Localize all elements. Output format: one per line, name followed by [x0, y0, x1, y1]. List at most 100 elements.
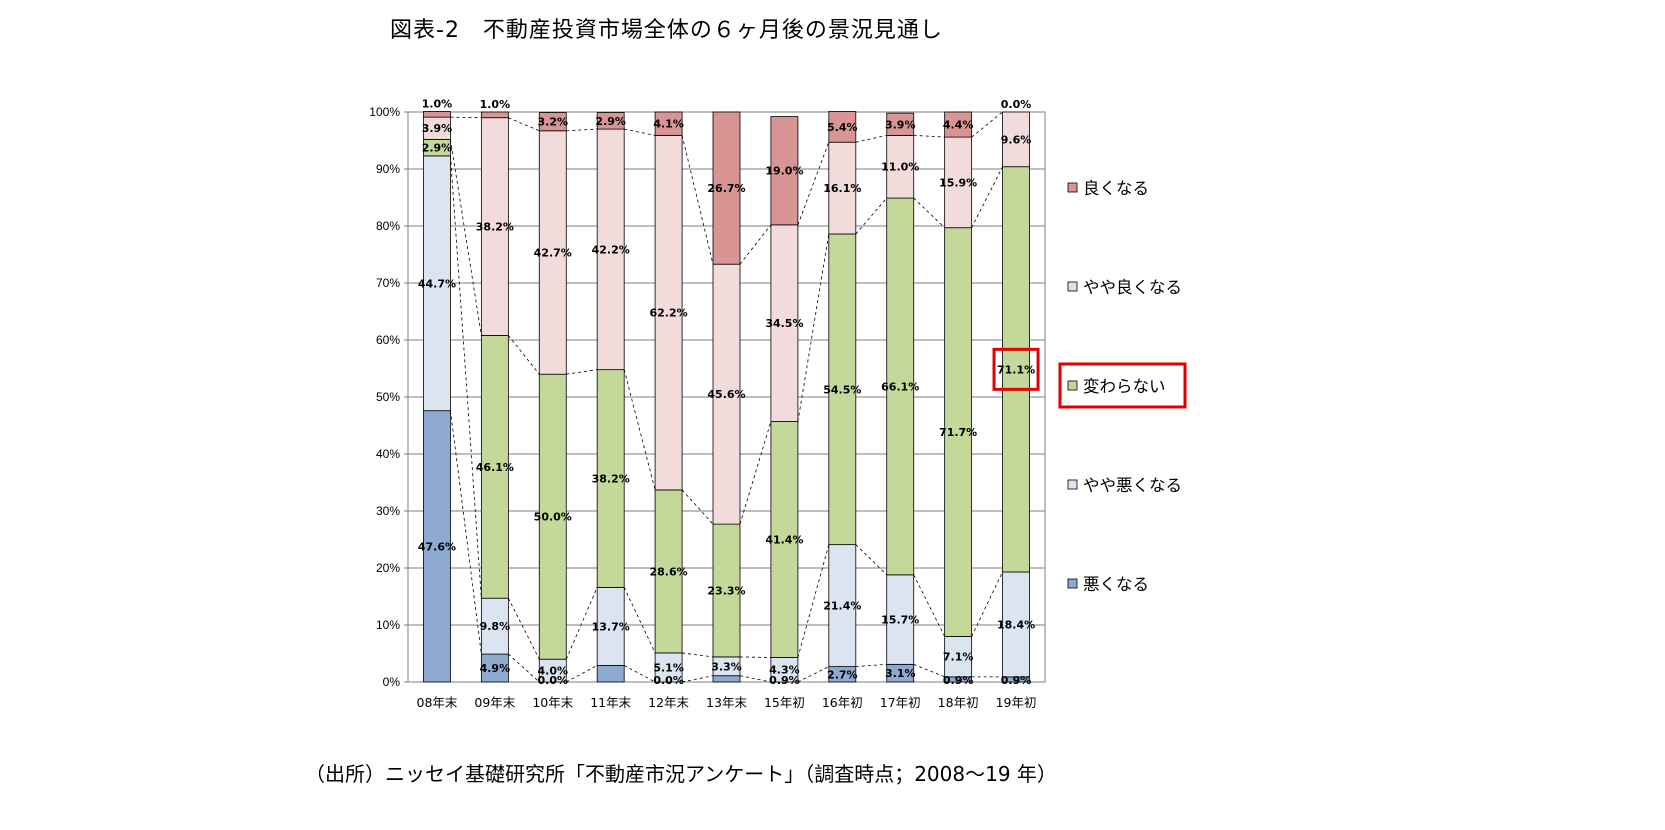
data-label: 4.1% — [653, 118, 684, 131]
series-connector-line — [450, 116, 482, 119]
data-label: 26.7% — [707, 182, 745, 195]
data-label: 71.1% — [997, 363, 1035, 376]
data-label: 7.1% — [943, 651, 974, 664]
chart-title: 図表-2 不動産投資市場全体の６ヶ月後の景況見通し — [390, 18, 943, 43]
bar-segment — [886, 574, 915, 665]
series-connector-line — [855, 134, 887, 143]
data-label: 11.0% — [881, 161, 919, 174]
data-label: 4.3% — [769, 664, 800, 677]
data-label: 1.0% — [422, 97, 453, 110]
bar-segment — [886, 134, 915, 199]
data-label: 0.9% — [769, 674, 800, 687]
data-label: 19.0% — [765, 165, 803, 178]
bar-segment — [770, 421, 799, 658]
bar-segment — [828, 111, 857, 143]
category-label: 08年末 — [417, 695, 458, 710]
data-label: 2.7% — [827, 668, 858, 681]
series-connector-line — [565, 587, 598, 660]
data-label: 1.0% — [480, 98, 511, 111]
legend-label: やや悪くなる — [1083, 476, 1182, 495]
bar-segment — [423, 155, 451, 412]
y-tick-label: 10% — [376, 618, 400, 632]
bar-segment — [654, 111, 683, 136]
bar-segment — [770, 657, 799, 683]
bar-segment — [712, 111, 741, 265]
category-label: 09年末 — [474, 695, 515, 710]
data-label: 71.7% — [939, 426, 977, 439]
highlight-box — [992, 347, 1040, 391]
data-label: 3.9% — [422, 122, 453, 135]
data-label: 9.6% — [1001, 133, 1032, 146]
bar-segment — [423, 111, 451, 118]
data-label: 3.3% — [711, 660, 742, 673]
bar-segment — [828, 141, 857, 235]
legend-swatch — [1067, 380, 1078, 391]
category-label: 19年初 — [996, 695, 1037, 710]
bar-segment — [828, 544, 857, 668]
series-connector-line — [450, 155, 482, 599]
series-connector-line — [681, 135, 714, 265]
bar-segment — [596, 665, 625, 683]
series-connector-line — [566, 128, 598, 132]
category-label: 12年末 — [648, 695, 689, 710]
data-label: 44.7% — [418, 277, 456, 290]
legend-label: 変わらない — [1083, 377, 1166, 396]
data-label: 3.9% — [885, 118, 916, 131]
data-label: 5.4% — [827, 121, 858, 134]
y-tick-label: 100% — [369, 105, 400, 119]
series-connector-line — [739, 224, 772, 265]
series-connector-line — [971, 111, 1003, 138]
y-tick-label: 70% — [376, 276, 400, 290]
bar-segment — [538, 112, 567, 132]
bar-segment — [596, 586, 625, 666]
data-label: 16.1% — [823, 182, 861, 195]
data-label: 38.2% — [476, 221, 514, 234]
data-label: 18.4% — [997, 618, 1035, 631]
series-connector-line — [508, 335, 540, 375]
series-connector-line — [913, 197, 945, 228]
data-label: 13.7% — [592, 620, 630, 633]
data-label: 23.3% — [707, 585, 745, 598]
category-label: 15年初 — [764, 695, 805, 710]
legend-label: やや良くなる — [1083, 278, 1182, 297]
series-connector-line — [739, 656, 771, 658]
data-label: 21.4% — [823, 600, 861, 613]
y-tick-label: 60% — [376, 333, 400, 347]
bar-segment — [480, 111, 509, 119]
data-label: 45.6% — [707, 388, 745, 401]
bar-segment — [480, 117, 509, 336]
category-label: 18年初 — [938, 695, 979, 710]
bar-segment — [596, 112, 625, 130]
bar-segment — [538, 130, 567, 375]
data-label: 3.2% — [538, 116, 569, 129]
data-label: 42.7% — [534, 247, 572, 260]
bar-segment — [944, 111, 973, 138]
bar-segment — [1002, 111, 1030, 168]
bar-segment — [1002, 166, 1030, 573]
data-label: 66.1% — [881, 380, 919, 393]
y-tick-label: 30% — [376, 504, 400, 518]
data-label: 9.8% — [480, 620, 511, 633]
legend-swatch — [1067, 281, 1078, 292]
series-connector-line — [797, 233, 830, 422]
data-label: 4.4% — [943, 119, 974, 132]
series-connector-line — [682, 652, 714, 658]
data-label: 62.2% — [650, 307, 688, 320]
data-label: 28.6% — [650, 565, 688, 578]
series-connector-line — [971, 166, 1003, 228]
y-tick-label: 40% — [376, 447, 400, 461]
data-label: 0.9% — [1001, 674, 1032, 687]
series-connector-line — [450, 410, 482, 655]
data-label: 47.6% — [418, 540, 456, 553]
y-tick-label: 20% — [376, 561, 400, 575]
data-label: 0.0% — [653, 674, 684, 687]
bar-segment — [886, 112, 915, 136]
series-connector-line — [797, 142, 830, 226]
series-connector-line — [855, 663, 887, 668]
category-label: 10年末 — [532, 695, 573, 710]
data-label: 2.9% — [595, 115, 626, 128]
y-tick-label: 0% — [383, 675, 401, 689]
data-label: 46.1% — [476, 461, 514, 474]
series-connector-line — [623, 587, 656, 654]
